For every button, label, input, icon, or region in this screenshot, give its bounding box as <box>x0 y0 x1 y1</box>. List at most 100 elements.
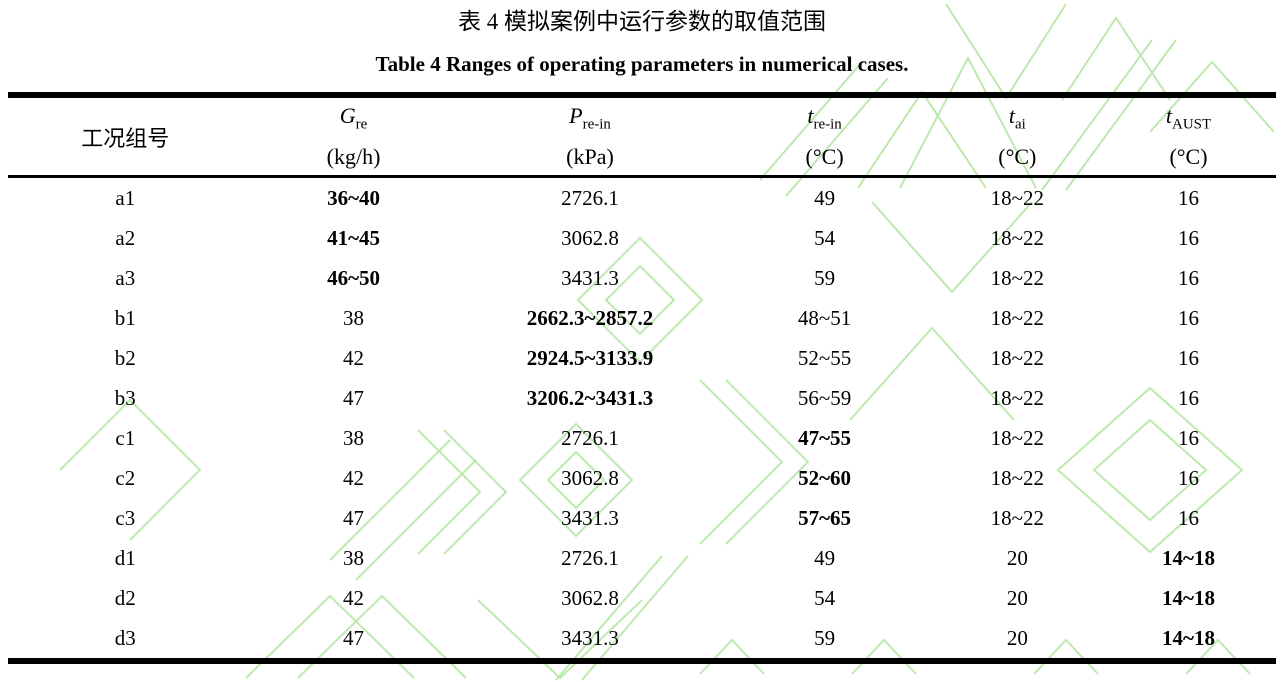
value-cell: 47~55 <box>798 425 852 450</box>
column-unit: (°C) <box>998 143 1037 169</box>
operating-parameters-table: 工况组号 Gre (kg/h) Pre-in (kPa) tre-in (°C) tai (°C… <box>8 91 1276 665</box>
column-header-tai: tai (°C) <box>934 95 1101 177</box>
value-cell: 56~59 <box>797 385 852 410</box>
value-cell: 18~22 <box>990 345 1044 370</box>
paper-content: 表 4 模拟案例中运行参数的取值范围 Table 4 Ranges of ope… <box>8 9 1276 665</box>
value-cell: 59 <box>814 265 836 290</box>
column-symbol: tre-in <box>807 103 842 133</box>
case-id: b3 <box>114 385 136 410</box>
value-cell: 14~18 <box>1162 545 1215 570</box>
value-cell: 16 <box>1178 265 1199 290</box>
value-cell: 18~22 <box>990 385 1044 410</box>
value-cell: 42 <box>343 585 365 610</box>
table-row: c1 38 2726.1 47~55 18~22 16 <box>8 418 1276 458</box>
value-cell: 16 <box>1178 305 1199 330</box>
value-cell: 18~22 <box>990 465 1044 490</box>
value-cell: 2924.5~3133.9 <box>526 345 654 370</box>
value-cell: 36~40 <box>327 185 380 210</box>
value-cell: 16 <box>1178 425 1199 450</box>
header-row: 工况组号 Gre (kg/h) Pre-in (kPa) tre-in (°C) tai (°C… <box>8 95 1276 177</box>
value-cell: 38 <box>343 545 365 570</box>
column-label: 工况组号 <box>81 125 170 151</box>
column-symbol: Gre <box>339 103 368 133</box>
value-cell: 16 <box>1178 345 1199 370</box>
value-cell: 14~18 <box>1162 585 1215 610</box>
table-caption-zh: 表 4 模拟案例中运行参数的取值范围 <box>458 9 826 34</box>
table-row: c2 42 3062.8 52~60 18~22 16 <box>8 458 1276 498</box>
value-cell: 42 <box>343 465 365 490</box>
case-id: b1 <box>114 305 136 330</box>
case-id: d3 <box>114 625 136 650</box>
value-cell: 3062.8 <box>561 465 619 490</box>
table-row: b1 38 2662.3~2857.2 48~51 18~22 16 <box>8 298 1276 338</box>
value-cell: 59 <box>814 625 836 650</box>
value-cell: 3431.3 <box>561 505 619 530</box>
value-cell: 47 <box>343 385 365 410</box>
value-cell: 3431.3 <box>561 625 619 650</box>
value-cell: 49 <box>814 545 836 570</box>
value-cell: 18~22 <box>990 185 1044 210</box>
value-cell: 3062.8 <box>561 585 619 610</box>
value-cell: 16 <box>1178 225 1199 250</box>
case-id: c1 <box>115 425 136 450</box>
column-header-pre-in: Pre-in (kPa) <box>464 95 715 177</box>
value-cell: 20 <box>1006 545 1028 570</box>
table-row: b3 47 3206.2~3431.3 56~59 18~22 16 <box>8 378 1276 418</box>
column-header-gre: Gre (kg/h) <box>243 95 465 177</box>
value-cell: 52~55 <box>797 345 852 370</box>
value-cell: 41~45 <box>327 225 380 250</box>
value-cell: 3062.8 <box>561 225 619 250</box>
column-unit: (kg/h) <box>326 143 381 169</box>
table-row: c3 47 3431.3 57~65 18~22 16 <box>8 498 1276 538</box>
column-symbol: tai <box>1008 103 1026 133</box>
column-unit: (kPa) <box>566 143 614 169</box>
case-id: a3 <box>115 265 136 290</box>
column-header-tre-in: tre-in (°C) <box>716 95 934 177</box>
table-row: a2 41~45 3062.8 54 18~22 16 <box>8 218 1276 258</box>
value-cell: 48~51 <box>797 305 852 330</box>
case-id: d2 <box>114 585 136 610</box>
column-symbol: Pre-in <box>569 103 611 133</box>
value-cell: 20 <box>1006 585 1028 610</box>
case-id: c2 <box>115 465 136 490</box>
value-cell: 47 <box>343 505 365 530</box>
table-row: d3 47 3431.3 59 20 14~18 <box>8 618 1276 661</box>
case-id: d1 <box>114 545 136 570</box>
value-cell: 18~22 <box>990 505 1044 530</box>
value-cell: 57~65 <box>798 505 852 530</box>
value-cell: 16 <box>1178 385 1199 410</box>
column-unit: (°C) <box>805 143 844 169</box>
value-cell: 16 <box>1178 465 1199 490</box>
table-row: d2 42 3062.8 54 20 14~18 <box>8 578 1276 618</box>
table-caption-en: Table 4 Ranges of operating parameters i… <box>375 51 909 76</box>
value-cell: 16 <box>1178 185 1199 210</box>
column-header-case-group: 工况组号 <box>8 95 243 177</box>
value-cell: 3431.3 <box>561 265 619 290</box>
case-id: a1 <box>115 185 136 210</box>
value-cell: 18~22 <box>990 425 1044 450</box>
value-cell: 38 <box>343 305 365 330</box>
table-row: b2 42 2924.5~3133.9 52~55 18~22 16 <box>8 338 1276 378</box>
value-cell: 2726.1 <box>561 545 619 570</box>
value-cell: 16 <box>1178 505 1199 530</box>
table-row: d1 38 2726.1 49 20 14~18 <box>8 538 1276 578</box>
value-cell: 42 <box>343 345 365 370</box>
table-row: a3 46~50 3431.3 59 18~22 16 <box>8 258 1276 298</box>
value-cell: 54 <box>814 225 836 250</box>
value-cell: 14~18 <box>1162 625 1215 650</box>
column-symbol: tAUST <box>1165 103 1212 133</box>
value-cell: 49 <box>814 185 836 210</box>
value-cell: 3206.2~3431.3 <box>526 385 654 410</box>
case-id: a2 <box>115 225 136 250</box>
value-cell: 54 <box>814 585 836 610</box>
case-id: c3 <box>115 505 136 530</box>
value-cell: 38 <box>343 425 365 450</box>
value-cell: 18~22 <box>990 225 1044 250</box>
value-cell: 46~50 <box>327 265 380 290</box>
value-cell: 2662.3~2857.2 <box>526 305 654 330</box>
value-cell: 20 <box>1006 625 1028 650</box>
value-cell: 2726.1 <box>561 185 619 210</box>
value-cell: 52~60 <box>798 465 852 490</box>
value-cell: 47 <box>343 625 365 650</box>
